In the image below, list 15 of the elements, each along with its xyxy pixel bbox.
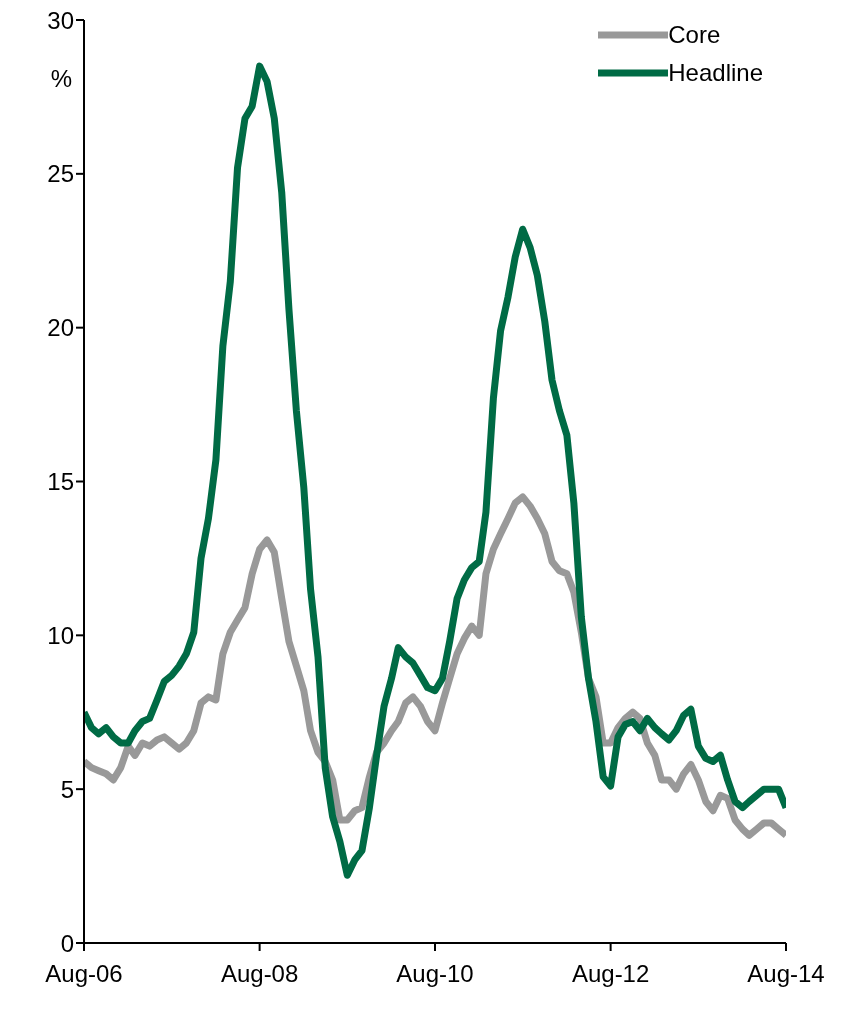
legend-label: Headline [668, 58, 763, 88]
y-tick-label: 20 [47, 314, 74, 342]
y-tick-label: 0 [60, 929, 74, 957]
x-tick-label: Aug-06 [45, 960, 123, 988]
y-tick-label: 5 [60, 775, 74, 803]
x-tick-label: Aug-12 [571, 960, 650, 988]
y-tick-label: 30 [47, 6, 74, 34]
x-tick-label: Aug-14 [747, 960, 825, 988]
y-tick-label: 15 [47, 468, 74, 496]
x-tick-label: Aug-08 [220, 960, 299, 988]
y-axis-title: % [50, 65, 72, 93]
y-tick-label: 10 [47, 621, 74, 649]
y-tick-label: 25 [47, 160, 74, 188]
x-tick-label: Aug-10 [396, 960, 474, 988]
legend-label: Core [668, 20, 721, 50]
